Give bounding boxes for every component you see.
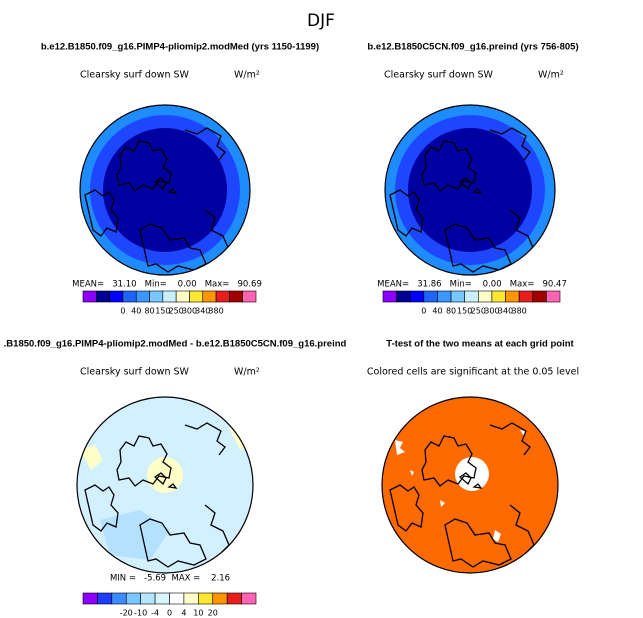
colorbar-box (140, 592, 156, 605)
colorbar-label: 0 (421, 307, 426, 316)
colorbar-label: 40 (131, 307, 141, 316)
colorbar-label: 380 (512, 307, 527, 316)
colorbar-box (241, 592, 257, 605)
colorbar-box (532, 290, 547, 303)
colorbar-box (546, 290, 561, 303)
units: W/m² (538, 70, 564, 81)
panel-title: .B1850.f09_g16.PIMP4-pliomip2.modMed - b… (4, 339, 347, 350)
colorbar-label: 80 (446, 307, 456, 316)
units: W/m² (234, 367, 260, 378)
colorbar-box (175, 290, 190, 303)
units: W/m² (234, 70, 260, 81)
variable: Clearsky surf down SW (80, 367, 190, 378)
colorbar-box (215, 290, 230, 303)
colorbar-box (423, 290, 438, 303)
colorbar-box (82, 290, 97, 303)
map (382, 397, 558, 573)
colorbar-box (478, 290, 493, 303)
variable: Clearsky surf down SW (80, 70, 190, 81)
colorbar-box (518, 290, 534, 303)
colorbar-box (189, 290, 204, 303)
colorbar-box (96, 290, 110, 303)
colorbar-box (135, 290, 150, 303)
colorbar-label: -20 (120, 609, 133, 618)
colorbar-label: 380 (208, 307, 223, 316)
colorbar-box (125, 592, 141, 605)
panel-title: T-test of the two means at each grid poi… (386, 339, 574, 350)
colorbar-box (382, 290, 397, 303)
colorbar-label: 340 (498, 307, 513, 316)
colorbar-label: 0 (120, 307, 125, 316)
colorbar-box (198, 592, 214, 605)
colorbar-box (409, 290, 425, 303)
colorbar-label: 250 (471, 307, 486, 316)
colorbar-label: -10 (134, 609, 147, 618)
colorbar-box (97, 592, 113, 605)
colorbar-label: 300 (182, 307, 197, 316)
colorbar-box (111, 592, 127, 605)
colorbar-box (183, 592, 199, 605)
stats: MEAN= 31.86 Min= 0.00 Max= 90.47 (377, 280, 567, 290)
colorbar-label: 340 (195, 307, 210, 316)
colorbar-box (505, 290, 520, 303)
panel-title: b.e12.B1850.f09_g16.PIMP4-pliomip2.modMe… (41, 42, 319, 53)
colorbar-box (169, 592, 185, 605)
colorbar-box (242, 290, 257, 303)
colorbar-box (229, 290, 243, 303)
colorbar-box (396, 290, 411, 303)
panel-title: b.e12.B1850C5CN.f09_g16.preind (yrs 756-… (367, 42, 578, 53)
colorbar-box (162, 290, 177, 303)
colorbar-label: 150 (155, 307, 170, 316)
colorbar-box (82, 592, 98, 605)
colorbar-box (212, 592, 228, 605)
stats: MIN = -5.69 MAX = 2.16 (110, 574, 230, 584)
colorbar-box (464, 290, 479, 303)
colorbar-box (491, 290, 506, 303)
stats: MEAN= 31.10 Min= 0.00 Max= 90.69 (72, 280, 262, 290)
map (385, 105, 555, 275)
variable: Clearsky surf down SW (384, 70, 494, 81)
variable: Colored cells are significant at the 0.0… (367, 367, 579, 378)
colorbar-label: 80 (144, 307, 154, 316)
colorbar-label: -4 (151, 609, 159, 618)
figure-title: DJF (307, 11, 335, 31)
colorbar-box (122, 290, 137, 303)
colorbar-box (109, 290, 124, 303)
colorbar-label: 10 (193, 609, 203, 618)
colorbar-label: 0 (167, 609, 172, 618)
colorbar-label: 20 (208, 609, 218, 618)
colorbar-box (149, 290, 164, 303)
colorbar-box (226, 592, 242, 605)
colorbar-label: 4 (181, 609, 186, 618)
colorbar-label: 150 (457, 307, 472, 316)
colorbar-label: 250 (169, 307, 184, 316)
colorbar-box (450, 290, 465, 303)
map (80, 105, 250, 275)
colorbar-label: 300 (484, 307, 499, 316)
colorbar-box (154, 592, 170, 605)
colorbar-box (202, 290, 217, 303)
colorbar-label: 40 (432, 307, 442, 316)
colorbar-box (437, 290, 452, 303)
